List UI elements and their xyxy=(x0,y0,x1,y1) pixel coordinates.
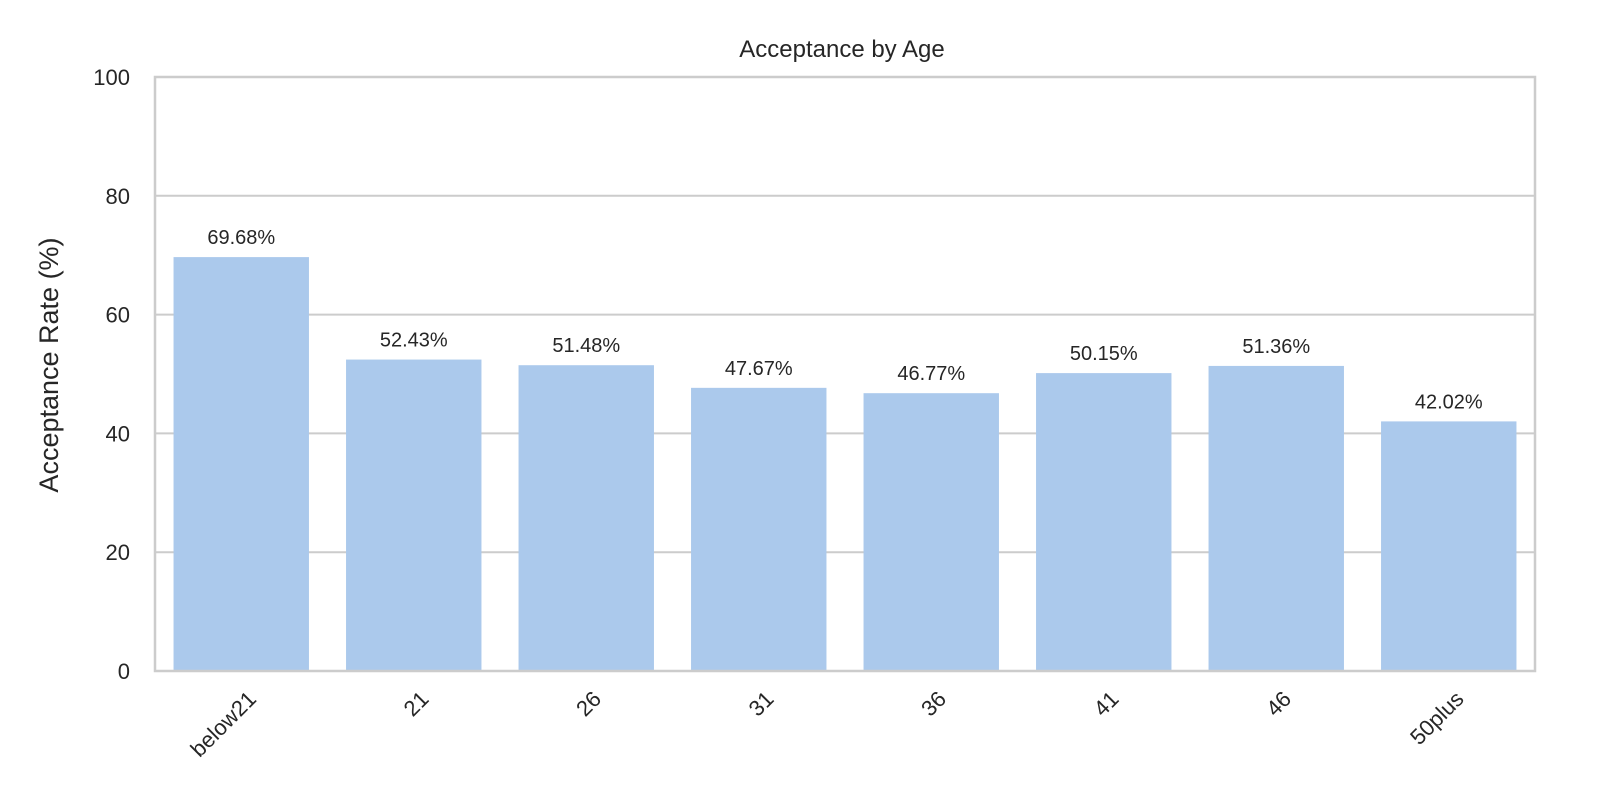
bar-data-label: 50.15% xyxy=(1070,343,1138,365)
y-tick-label: 20 xyxy=(106,540,130,565)
chart-title: Acceptance by Age xyxy=(739,36,944,63)
y-tick-label: 0 xyxy=(118,659,130,684)
bar-data-label: 46.77% xyxy=(897,363,965,385)
bar xyxy=(691,387,827,671)
bar-data-label: 51.48% xyxy=(552,335,620,357)
bar xyxy=(518,365,654,671)
x-tick-label: 41 xyxy=(1089,686,1124,721)
plot-border xyxy=(153,75,1537,673)
x-tick-label: 36 xyxy=(916,686,951,721)
x-tick-label: 46 xyxy=(1261,686,1296,721)
y-tick-label: 60 xyxy=(106,303,130,328)
y-tick-label: 80 xyxy=(106,184,130,209)
bar xyxy=(173,257,309,671)
bar xyxy=(1381,421,1517,671)
bar-data-labels: 69.68% 52.43% 51.48% 47.67% 46.77% 50.15% 51.3… xyxy=(207,227,1483,413)
bar-data-label: 52.43% xyxy=(380,330,448,352)
bars xyxy=(173,257,1517,671)
bar xyxy=(1036,373,1172,671)
bar xyxy=(863,393,999,671)
bar xyxy=(346,359,482,671)
x-tick-label: 21 xyxy=(399,686,434,721)
bar-data-label: 69.68% xyxy=(207,227,275,249)
x-tick-label: 50plus xyxy=(1405,686,1469,750)
x-tick-label: 31 xyxy=(744,686,779,721)
bar xyxy=(1208,365,1344,671)
plot-frame xyxy=(153,75,1537,673)
x-tick-label: 26 xyxy=(571,686,606,721)
x-tick-labels: below21 21 26 31 36 41 46 50plus xyxy=(185,686,1468,762)
y-axis-title: Acceptance Rate (%) xyxy=(34,237,64,492)
bar-data-label: 51.36% xyxy=(1242,336,1310,358)
bar-data-label: 42.02% xyxy=(1415,391,1483,413)
x-tick-label: below21 xyxy=(185,686,261,762)
y-tick-labels: 0 20 40 60 80 100 xyxy=(93,65,130,684)
bar-data-label: 47.67% xyxy=(725,358,793,380)
y-tick-label: 100 xyxy=(93,65,130,90)
y-tick-label: 40 xyxy=(106,421,130,446)
